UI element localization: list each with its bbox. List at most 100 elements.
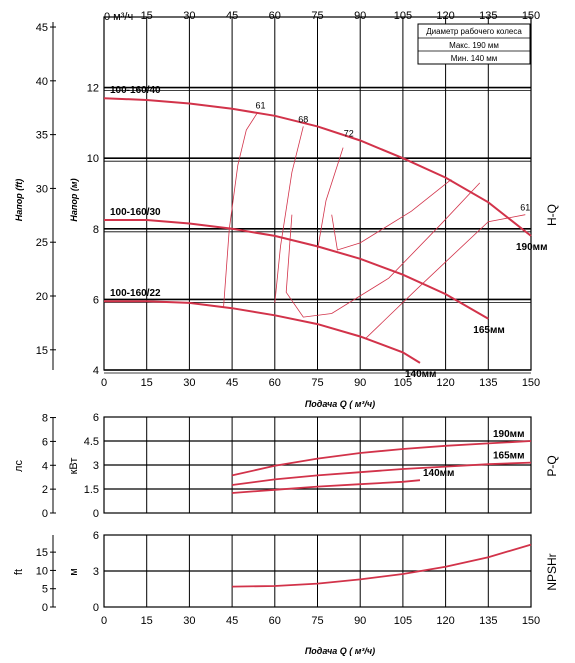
hq-xtick-3: 45 bbox=[226, 377, 238, 389]
npsh-xtick-4: 60 bbox=[269, 615, 281, 627]
impeller-legend-box: Диаметр рабочего колеса Макс. 190 мм Мин… bbox=[417, 23, 531, 65]
hq-ytick-m-4: 12 bbox=[87, 83, 99, 95]
npsh-title: NPSHr bbox=[545, 553, 559, 590]
efficiency-label-0: 61 bbox=[256, 100, 266, 110]
npsh-xtick-3: 45 bbox=[226, 615, 238, 627]
npsh-ylabel-m: м bbox=[68, 568, 80, 576]
top-xtick-2: 45 bbox=[226, 10, 238, 22]
npsh-curve-0 bbox=[232, 543, 532, 588]
pq-ytick-kw-3: 4.5 bbox=[84, 436, 99, 448]
top-xtick-4: 75 bbox=[311, 10, 323, 22]
pq-ytick-hp-3: 6 bbox=[42, 436, 48, 448]
hq-ytick-m-1: 6 bbox=[93, 294, 99, 306]
top-xtick-9: 150 bbox=[522, 10, 540, 22]
npsh-ytick-m-2: 6 bbox=[93, 530, 99, 542]
efficiency-line-3 bbox=[285, 182, 481, 318]
hq-curve-2 bbox=[104, 300, 421, 364]
npsh-xtick-9: 135 bbox=[479, 615, 497, 627]
efficiency-line-5 bbox=[365, 214, 526, 339]
hq-xtick-9: 135 bbox=[479, 377, 497, 389]
top-xtick-7: 120 bbox=[436, 10, 454, 22]
efficiency-label-3: 61 bbox=[520, 203, 530, 213]
pq-series-label-0: 190мм bbox=[493, 429, 524, 440]
efficiency-line-4 bbox=[331, 179, 452, 251]
npsh-xtick-7: 105 bbox=[394, 615, 412, 627]
npsh-ytick-ft-3: 15 bbox=[36, 547, 48, 559]
legend-title: Диаметр рабочего колеса bbox=[426, 27, 522, 36]
npsh-xtick-1: 15 bbox=[141, 615, 153, 627]
npsh-xtick-0: 0 bbox=[101, 615, 107, 627]
hq-xtick-6: 90 bbox=[354, 377, 366, 389]
top-xtick-0: 15 bbox=[141, 10, 153, 22]
pq-ytick-kw-2: 3 bbox=[93, 460, 99, 472]
hq-xtick-10: 150 bbox=[522, 377, 540, 389]
hq-xtick-5: 75 bbox=[311, 377, 323, 389]
hq-ytick-ft-5: 40 bbox=[36, 76, 48, 88]
hq-ytick-ft-1: 20 bbox=[36, 291, 48, 303]
npsh-ytick-ft-0: 0 bbox=[42, 602, 48, 614]
pq-ylabel-hp: лс bbox=[13, 460, 25, 472]
efficiency-line-0 bbox=[223, 112, 259, 307]
hq-ytick-ft-6: 45 bbox=[36, 22, 48, 34]
npsh-xtick-6: 90 bbox=[354, 615, 366, 627]
hq-title: H-Q bbox=[545, 204, 559, 226]
hq-xtick-8: 120 bbox=[436, 377, 454, 389]
npsh-ytick-m-1: 3 bbox=[93, 566, 99, 578]
npsh-xtick-2: 30 bbox=[183, 615, 195, 627]
legend-min: Мин. 140 мм bbox=[451, 54, 498, 63]
top-xtick-1: 30 bbox=[183, 10, 195, 22]
top-axis-unit: 0 м³/ч bbox=[104, 11, 133, 23]
pq-curve-1 bbox=[231, 461, 532, 486]
hq-xtick-7: 105 bbox=[394, 377, 412, 389]
hq-ytick-ft-2: 25 bbox=[36, 237, 48, 249]
pq-title: P-Q bbox=[545, 455, 559, 476]
hq-curve-0 bbox=[103, 97, 532, 237]
top-xtick-6: 105 bbox=[394, 10, 412, 22]
hq-ytick-m-3: 10 bbox=[87, 153, 99, 165]
hq-ylabel-ft: Напор (ft) bbox=[14, 179, 24, 222]
hq-xtick-2: 30 bbox=[183, 377, 195, 389]
pq-ytick-hp-1: 2 bbox=[42, 484, 48, 496]
hq-ylabel-m: Напор (м) bbox=[69, 178, 79, 221]
hq-xtick-0: 0 bbox=[101, 377, 107, 389]
hq-series-label-1: 100-160/30 bbox=[110, 207, 161, 218]
legend-max: Макс. 190 мм bbox=[449, 41, 499, 50]
top-xtick-8: 135 bbox=[479, 10, 497, 22]
hq-end-label-1: 165мм bbox=[473, 325, 504, 336]
pq-curve-0 bbox=[231, 440, 532, 477]
hq-ytick-ft-4: 35 bbox=[36, 130, 48, 142]
npsh-xtick-8: 120 bbox=[436, 615, 454, 627]
npsh-xtick-10: 150 bbox=[522, 615, 540, 627]
pq-series-label-1: 165мм bbox=[493, 451, 524, 462]
hq-ytick-m-0: 4 bbox=[93, 365, 99, 377]
pq-ytick-hp-0: 0 bbox=[42, 508, 48, 520]
npsh-xlabel: Подача Q ( м³/ч) bbox=[305, 646, 375, 656]
pq-ytick-hp-2: 4 bbox=[42, 460, 48, 472]
npsh-xtick-5: 75 bbox=[311, 615, 323, 627]
pq-curve-2 bbox=[232, 479, 421, 494]
efficiency-label-2: 72 bbox=[344, 129, 354, 139]
pq-series-label-2: 140мм bbox=[423, 468, 454, 479]
npsh-ytick-ft-1: 5 bbox=[42, 584, 48, 596]
hq-ytick-ft-3: 30 bbox=[36, 183, 48, 195]
hq-xtick-4: 60 bbox=[269, 377, 281, 389]
efficiency-line-2 bbox=[317, 147, 344, 251]
hq-curve-1 bbox=[104, 219, 489, 320]
efficiency-line-1 bbox=[274, 126, 304, 303]
pq-ylabel-kw: кВт bbox=[68, 458, 80, 475]
hq-series-label-0: 100-160/40 bbox=[110, 85, 161, 96]
npsh-ytick-m-0: 0 bbox=[93, 602, 99, 614]
hq-series-label-2: 100-160/22 bbox=[110, 288, 161, 299]
top-xtick-3: 60 bbox=[269, 10, 281, 22]
efficiency-label-1: 68 bbox=[298, 114, 308, 124]
pq-ytick-kw-4: 6 bbox=[93, 412, 99, 424]
hq-end-label-0: 190мм bbox=[516, 242, 547, 253]
hq-xlabel: Подача Q ( м³/ч) bbox=[305, 399, 375, 409]
npsh-ylabel-ft: ft bbox=[13, 569, 25, 575]
hq-ytick-ft-0: 15 bbox=[36, 345, 48, 357]
top-xtick-5: 90 bbox=[354, 10, 366, 22]
hq-xtick-1: 15 bbox=[141, 377, 153, 389]
hq-ytick-m-2: 8 bbox=[93, 224, 99, 236]
pq-ytick-kw-1: 1.5 bbox=[84, 484, 99, 496]
